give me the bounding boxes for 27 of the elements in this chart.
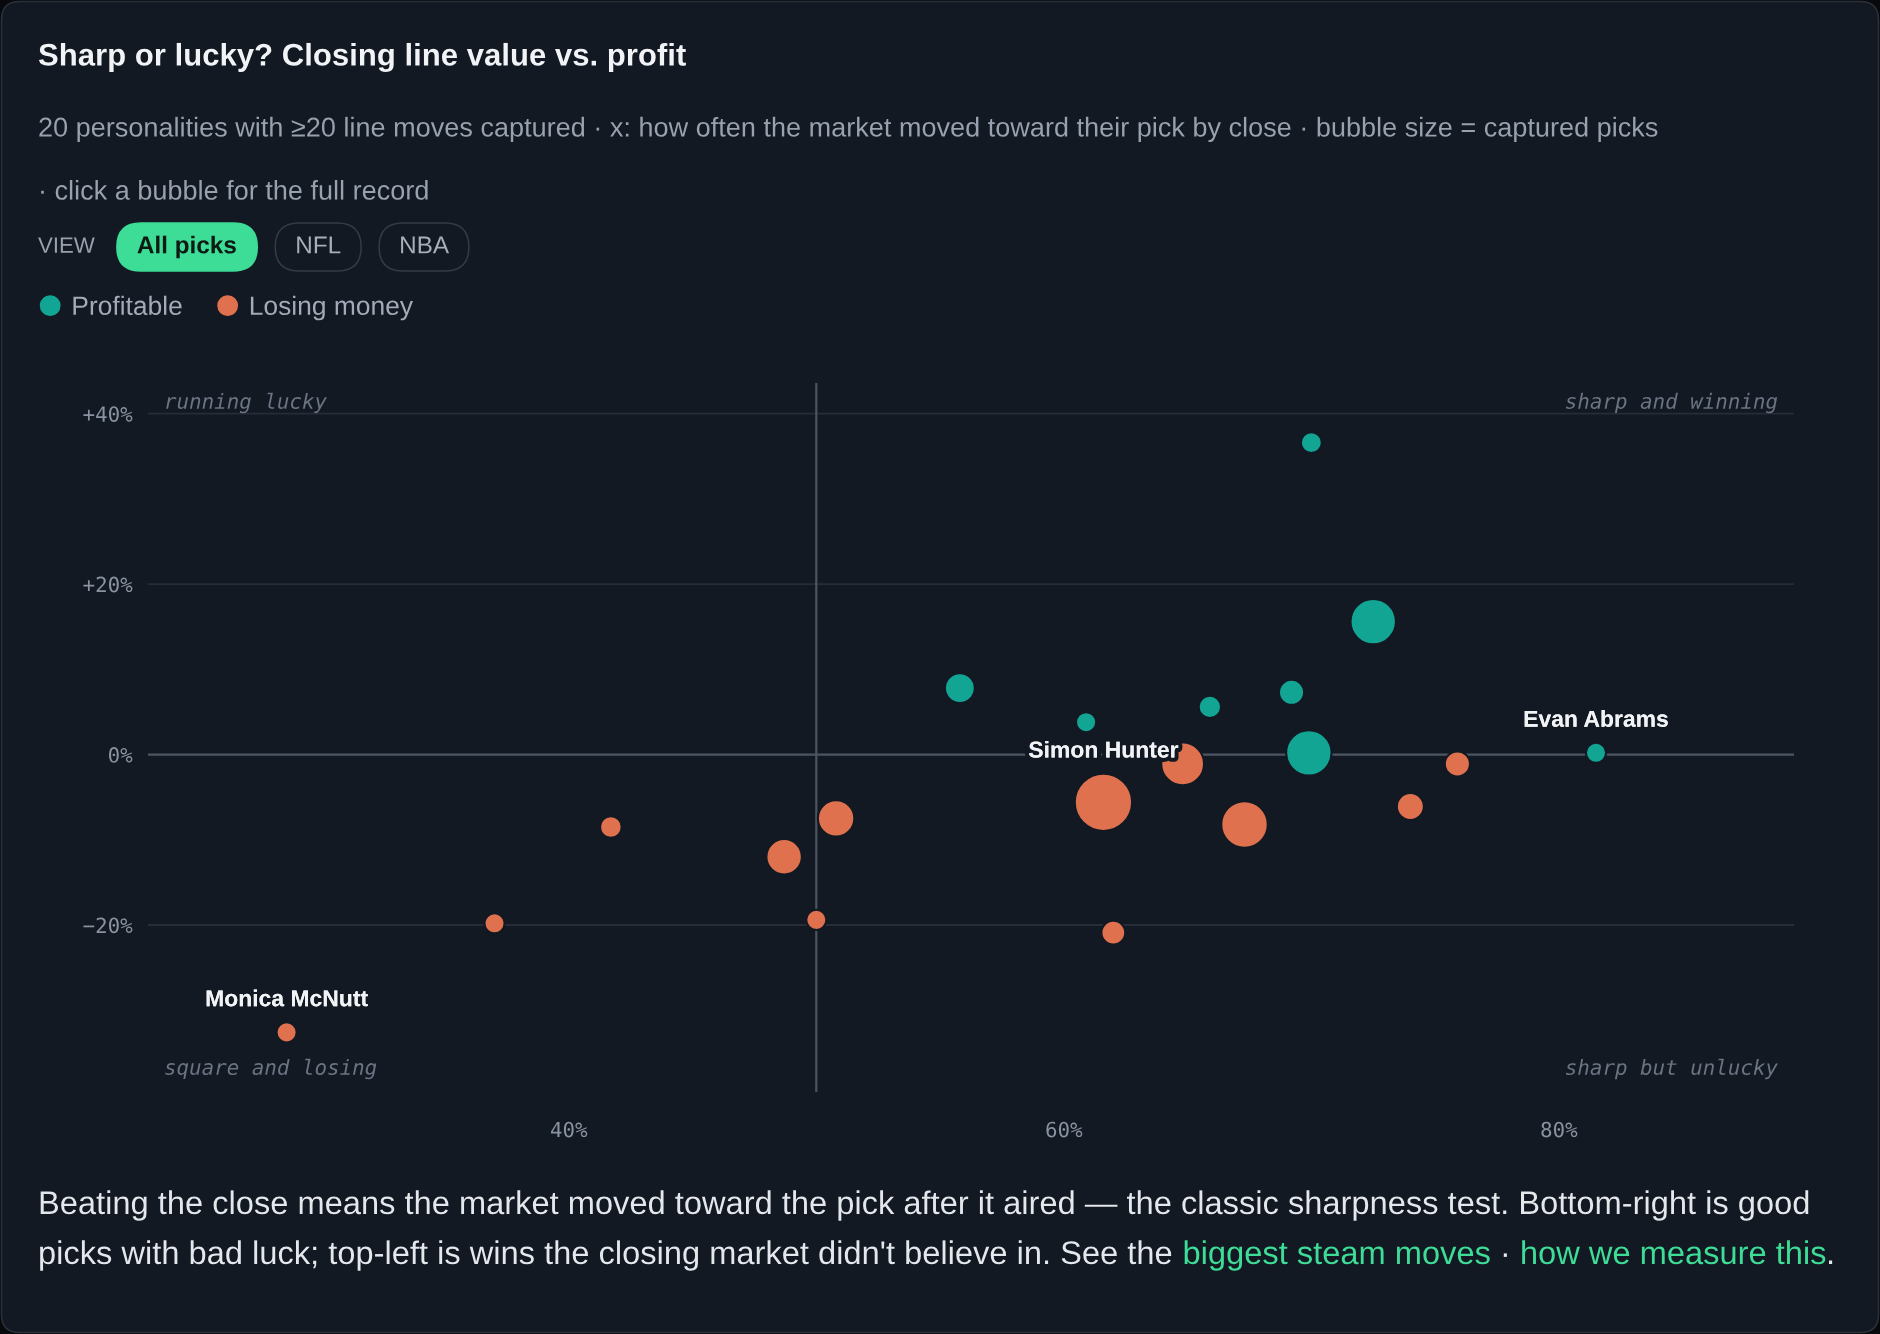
legend-label: Losing money xyxy=(250,295,413,321)
y-tick-label: +20% xyxy=(83,576,133,593)
text: VIEW xyxy=(38,237,95,253)
annotation: running lucky xyxy=(166,392,327,414)
text: 20 personalities with ≥20 line moves captured · x: how often the market moved toward their pick by close · bubble size = captured picks · click a bubble for the full record xyxy=(39,116,1658,200)
text: NBA xyxy=(401,236,450,254)
annotation: Evan Abrams xyxy=(1524,710,1668,727)
text: picks with bad luck; top-left is wins the closing market didn't believe in. See the xyxy=(40,1240,1172,1271)
text: . xyxy=(1829,1260,1833,1264)
text: biggest steam moves xyxy=(1184,1240,1490,1271)
annotation: sharp but unlucky xyxy=(1565,1058,1778,1080)
x-tick-label: 40% xyxy=(551,1121,588,1138)
y-tick-label: −20% xyxy=(83,917,133,934)
annotation: sharp and winning xyxy=(1565,392,1778,414)
text: · xyxy=(1503,1253,1507,1257)
text: how we measure this xyxy=(1522,1240,1826,1265)
legend-label: Profitable xyxy=(73,295,182,316)
y-tick-label: +40% xyxy=(83,406,133,422)
text: Beating the close means the market moved toward the pick after it aired — the classic sharpness test. Bottom-right is good xyxy=(40,1190,1809,1221)
text: All picks xyxy=(137,235,236,259)
text: NFL xyxy=(297,236,341,254)
annotation: Monica McNutt xyxy=(206,989,368,1007)
chart-title: Sharp or lucky? Closing line value vs. profit xyxy=(38,42,686,73)
x-tick-label: 60% xyxy=(1046,1121,1083,1138)
annotation: square and losing xyxy=(165,1058,377,1080)
y-tick-label: 0% xyxy=(108,747,133,763)
x-tick-label: 80% xyxy=(1541,1121,1578,1138)
